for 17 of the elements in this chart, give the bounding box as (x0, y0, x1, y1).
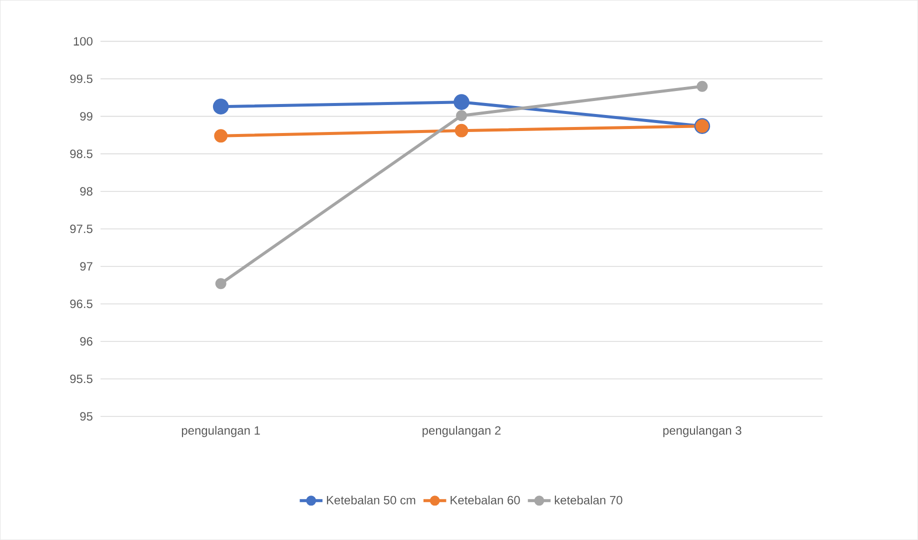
y-tick-label: 98.5 (70, 150, 92, 158)
x-tick-label: pengulangan 3 (663, 426, 742, 438)
y-tick-label: 99 (80, 112, 92, 121)
y-tick-label: 96.5 (70, 300, 92, 308)
y-tick-label: 99.5 (70, 74, 92, 84)
y-tick-label: 97.5 (70, 224, 92, 234)
y-tick-label: 95.5 (70, 374, 92, 384)
y-tick-label: 97 (80, 262, 92, 271)
x-tick-label: pengulangan 1 (182, 426, 260, 438)
y-tick-label: 100 (74, 37, 92, 46)
legend-label: ketebalan 70 (554, 496, 622, 504)
y-tick-label: 98 (80, 187, 92, 196)
legend-label: Ketebalan 60 (450, 496, 520, 504)
y-tick-label: 95 (80, 412, 92, 421)
legend-label: Ketebalan 50 cm (326, 496, 416, 504)
x-tick-label: pengulangan 2 (422, 426, 501, 438)
y-tick-label: 96 (80, 337, 92, 346)
